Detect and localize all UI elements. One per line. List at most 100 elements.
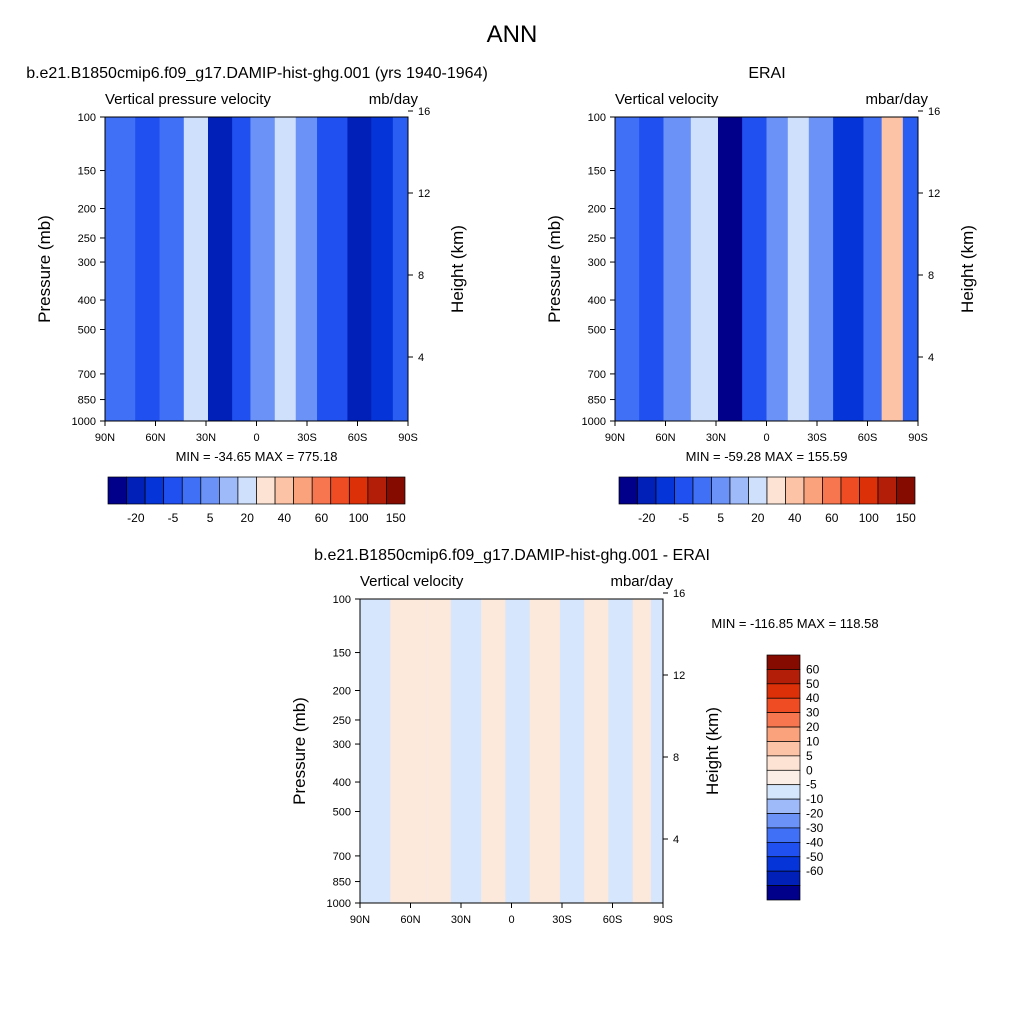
chart-panel-1: b.e21.B1850cmip6.f09_g17.DAMIP-hist-ghg.… [26,65,488,525]
colorbar-swatch [637,476,657,505]
y-tick-label: 150 [588,166,606,178]
y2-axis-label: Height (km) [703,707,722,795]
y2-tick-label: 4 [673,834,679,846]
colorbar-swatch [877,476,897,505]
colorbar-label: 40 [788,511,802,525]
colorbar-swatch [655,476,675,505]
contour-band [505,599,530,903]
units-label: mb/day [369,91,419,108]
y-axis-label: Pressure (mb) [545,215,564,323]
x-tick-label: 30S [552,914,572,926]
x-tick-label: 30S [297,432,317,444]
colorbar-swatch [766,755,801,771]
contour-band [584,599,609,903]
colorbar-label: 40 [278,511,292,525]
contour-band [371,117,393,421]
x-tick-label: 30N [706,432,726,444]
colorbar-swatch [200,476,220,505]
colorbar-swatch [107,476,127,505]
x-tick-label: 30S [807,432,827,444]
colorbar-swatch [766,726,801,742]
y-tick-label: 300 [78,257,96,269]
colorbar-swatch [803,476,823,505]
colorbar-swatch [766,476,786,505]
contour-band [863,117,882,421]
contour-band [833,117,864,421]
colorbar-swatch [766,741,801,757]
contour-band [690,117,719,421]
colorbar-label: -5 [806,778,817,792]
contour-band [360,599,391,903]
colorbar-label: 30 [806,706,820,720]
colorbar-label: -20 [638,511,656,525]
colorbar-swatch [766,842,801,858]
contour-band [615,117,640,421]
colorbar-swatch [219,476,239,505]
panel-title: b.e21.B1850cmip6.f09_g17.DAMIP-hist-ghg.… [314,547,710,564]
x-tick-label: 60N [655,432,675,444]
x-tick-label: 90N [95,432,115,444]
colorbar-label: 5 [717,511,724,525]
contour-band [632,599,651,903]
units-label: mbar/day [865,91,928,108]
colorbar-label: 60 [806,662,820,676]
colorbar-swatch [766,784,801,800]
colorbar-label: 50 [806,677,820,691]
y-tick-label: 700 [588,369,606,381]
colorbar-label: -10 [806,792,824,806]
colorbar-label: -20 [127,511,145,525]
colorbar-swatch [674,476,694,505]
colorbar-swatch [766,827,801,843]
y-tick-label: 500 [78,324,96,336]
x-tick-label: 90S [653,914,673,926]
y-tick-label: 700 [78,369,96,381]
stats-label: MIN = -116.85 MAX = 118.58 [711,616,878,631]
colorbar-swatch [163,476,183,505]
y-tick-label: 200 [333,686,351,698]
field-label: Vertical velocity [360,573,464,590]
contour-band [639,117,664,421]
colorbar-swatch [144,476,165,505]
y-tick-label: 100 [588,112,606,124]
y-tick-label: 200 [588,204,606,216]
y-tick-label: 100 [78,112,96,124]
colorbar-swatch [766,683,801,699]
colorbar-swatch [766,856,801,872]
field-label: Vertical velocity [615,91,719,108]
colorbar-swatch [126,476,146,505]
contour-band [317,117,348,421]
stats-label: MIN = -34.65 MAX = 775.18 [176,449,338,464]
contour-band [390,599,427,903]
y-tick-label: 850 [588,395,606,407]
x-tick-label: 30N [451,914,471,926]
colorbar-label: 100 [859,511,879,525]
field-label: Vertical pressure velocity [105,91,271,108]
colorbar-swatch [766,769,801,786]
colorbar-label: 40 [806,691,820,705]
contour-band [274,117,296,421]
colorbar-swatch [729,476,749,505]
contour-band [718,117,743,421]
colorbar-swatch [237,476,257,505]
colorbar-label: 20 [241,511,255,525]
colorbar-label: 20 [806,720,820,734]
colorbar-swatch [766,697,801,713]
y2-tick-label: 4 [418,352,424,364]
y-tick-label: 150 [78,166,96,178]
colorbar-label: -40 [806,835,824,849]
chart-panel-3: b.e21.B1850cmip6.f09_g17.DAMIP-hist-ghg.… [290,547,879,926]
colorbar-swatch [896,476,916,505]
contour-band [529,599,560,903]
x-tick-label: 60S [858,432,878,444]
y2-tick-label: 4 [928,352,934,364]
y-tick-label: 1000 [582,416,606,428]
colorbar-swatch [311,476,332,505]
y-tick-label: 100 [333,594,351,606]
figure-title: ANN [487,21,538,48]
y2-tick-label: 8 [928,270,934,282]
y2-tick-label: 12 [673,670,685,682]
y2-tick-label: 8 [418,270,424,282]
colorbar-swatch [348,476,369,505]
y2-tick-label: 12 [928,188,940,200]
